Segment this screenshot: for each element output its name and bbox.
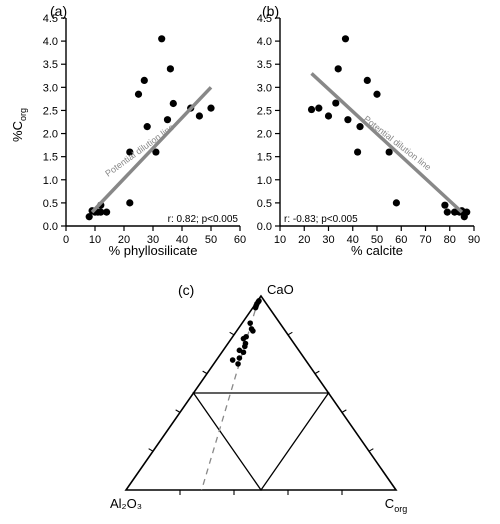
svg-text:10: 10 — [274, 234, 286, 246]
svg-text:(a): (a) — [50, 3, 67, 19]
svg-text:Corg: Corg — [385, 496, 407, 514]
svg-text:4.0: 4.0 — [257, 36, 272, 48]
svg-text:1.5: 1.5 — [43, 152, 58, 164]
svg-text:1.0: 1.0 — [257, 175, 272, 187]
figure-svg: 0.00.51.01.52.02.53.03.54.04.5 010203040… — [0, 0, 500, 519]
svg-text:20: 20 — [298, 234, 310, 246]
svg-text:10: 10 — [89, 234, 101, 246]
svg-text:0.5: 0.5 — [43, 198, 58, 210]
svg-text:Al₂O₃: Al₂O₃ — [110, 496, 142, 511]
svg-text:1.5: 1.5 — [257, 152, 272, 164]
svg-text:2.0: 2.0 — [43, 129, 58, 141]
svg-text:0.5: 0.5 — [257, 198, 272, 210]
svg-text:%Corg: %Corg — [10, 108, 28, 142]
svg-text:1.0: 1.0 — [43, 175, 58, 187]
svg-text:2.5: 2.5 — [43, 105, 58, 117]
svg-text:80: 80 — [444, 234, 456, 246]
svg-text:% calcite: % calcite — [351, 243, 403, 258]
svg-text:3.5: 3.5 — [43, 59, 58, 71]
svg-text:Potential dilution line: Potential dilution line — [103, 122, 176, 179]
figure: 0.00.51.01.52.02.53.03.54.04.5 010203040… — [0, 0, 500, 519]
svg-text:0.0: 0.0 — [43, 221, 58, 233]
svg-text:3.0: 3.0 — [43, 82, 58, 94]
svg-text:% phyllosilicate: % phyllosilicate — [109, 243, 198, 258]
svg-text:CaO: CaO — [267, 282, 294, 297]
svg-text:(b): (b) — [262, 3, 279, 19]
svg-text:0.0: 0.0 — [257, 221, 272, 233]
svg-text:Potential dilution line: Potential dilution line — [362, 114, 433, 173]
svg-text:3.0: 3.0 — [257, 82, 272, 94]
panel-a: 0.00.51.01.52.02.53.03.54.04.5 010203040… — [10, 3, 246, 258]
svg-text:4.0: 4.0 — [43, 36, 58, 48]
svg-text:2.0: 2.0 — [257, 129, 272, 141]
svg-text:60: 60 — [234, 234, 246, 246]
panel-c: (c) CaO Al₂O₃ Corg — [110, 282, 407, 514]
svg-text:50: 50 — [205, 234, 217, 246]
svg-text:2.5: 2.5 — [257, 105, 272, 117]
svg-text:r: -0.83; p<0.005: r: -0.83; p<0.005 — [284, 214, 358, 225]
svg-text:70: 70 — [419, 234, 431, 246]
svg-text:90: 90 — [468, 234, 480, 246]
svg-text:r: 0.82; p<0.005: r: 0.82; p<0.005 — [168, 214, 239, 225]
panel-b: 0.00.51.01.52.02.53.03.54.04.5 102030405… — [257, 3, 480, 258]
svg-text:0: 0 — [63, 234, 69, 246]
svg-text:30: 30 — [322, 234, 334, 246]
svg-text:3.5: 3.5 — [257, 59, 272, 71]
svg-text:(c): (c) — [178, 282, 194, 298]
